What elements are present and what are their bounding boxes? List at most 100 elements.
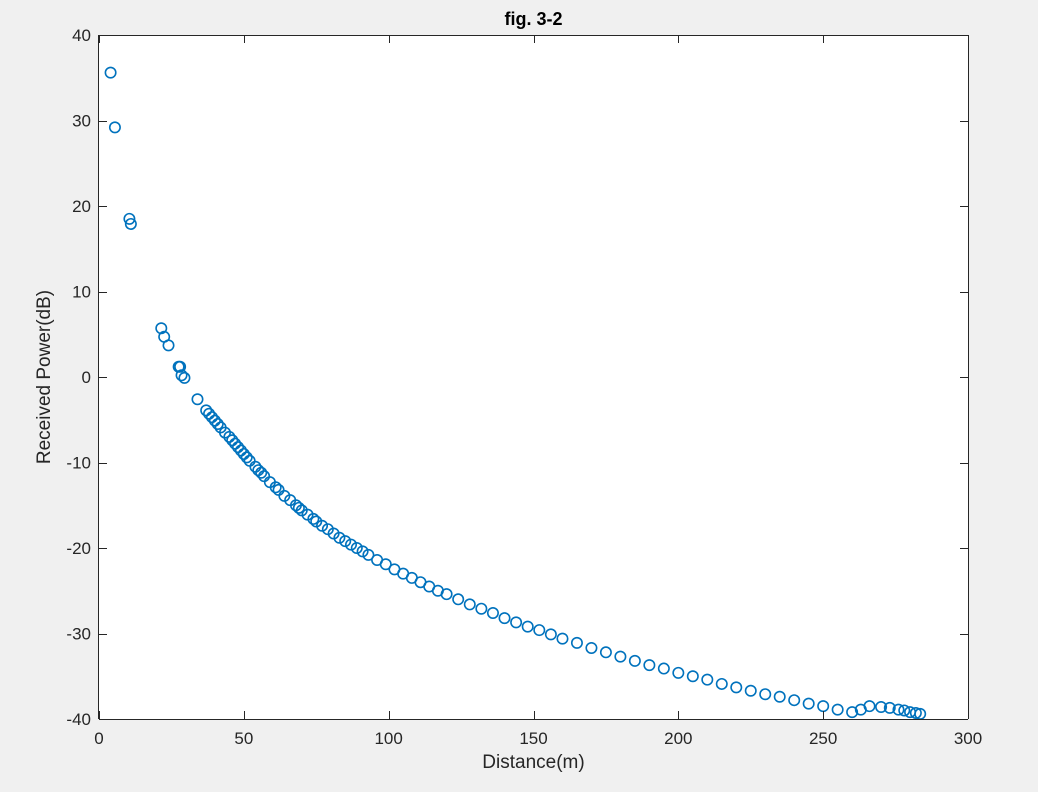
data-point xyxy=(686,670,699,683)
data-point xyxy=(345,538,358,551)
data-point xyxy=(863,700,876,713)
data-point xyxy=(356,545,369,558)
x-tick: 50 xyxy=(234,35,253,748)
data-point xyxy=(108,121,121,134)
data-point xyxy=(909,707,922,720)
data-point xyxy=(510,616,523,629)
data-point xyxy=(339,535,352,548)
data-point xyxy=(333,531,346,544)
data-point xyxy=(498,612,511,625)
x-tick-label: 250 xyxy=(809,729,837,748)
data-point xyxy=(486,606,499,619)
y-tick-label: 40 xyxy=(72,26,91,45)
data-point xyxy=(162,339,175,352)
data-point xyxy=(759,688,772,701)
data-point xyxy=(174,360,187,373)
data-series xyxy=(104,66,927,720)
data-point xyxy=(452,593,465,606)
y-tick-label: -40 xyxy=(66,710,91,729)
data-point xyxy=(657,662,670,675)
data-point xyxy=(475,602,488,615)
data-point xyxy=(463,598,476,611)
data-point xyxy=(362,548,375,561)
data-point xyxy=(614,650,627,663)
data-point xyxy=(175,369,188,382)
data-point xyxy=(730,681,743,694)
data-point xyxy=(521,620,534,633)
data-point xyxy=(316,519,329,532)
data-point xyxy=(123,212,136,225)
data-point xyxy=(533,624,546,637)
data-point xyxy=(229,437,242,450)
x-tick: 150 xyxy=(519,35,548,748)
y-tick: -30 xyxy=(66,625,968,644)
data-point xyxy=(379,558,392,571)
data-point xyxy=(440,588,453,601)
data-point xyxy=(269,481,282,494)
data-point xyxy=(892,703,905,716)
data-point xyxy=(773,690,786,703)
data-point xyxy=(898,704,911,717)
y-tick: 0 xyxy=(82,368,968,387)
data-point xyxy=(883,701,896,714)
y-tick-label: 0 xyxy=(82,368,91,387)
data-point xyxy=(234,444,247,457)
y-tick: 20 xyxy=(72,197,968,216)
x-tick-label: 50 xyxy=(234,729,253,748)
x-tick: 200 xyxy=(664,35,693,748)
y-tick-label: -10 xyxy=(66,454,91,473)
data-point xyxy=(205,411,218,424)
y-tick-label: 30 xyxy=(72,112,91,131)
data-point xyxy=(701,673,714,686)
data-point xyxy=(200,404,213,417)
data-point xyxy=(255,466,268,479)
data-points xyxy=(104,66,927,720)
x-tick: 250 xyxy=(809,35,837,748)
data-point xyxy=(831,703,844,716)
data-point xyxy=(599,646,612,659)
data-point xyxy=(208,414,221,427)
data-point xyxy=(744,684,757,697)
y-tick-label: 10 xyxy=(72,283,91,302)
data-point xyxy=(178,371,191,384)
data-point xyxy=(715,677,728,690)
data-point xyxy=(211,418,224,431)
x-axis-label: Distance(m) xyxy=(482,752,584,773)
data-point xyxy=(802,697,815,710)
y-tick-label: 20 xyxy=(72,197,91,216)
data-point xyxy=(191,393,204,406)
x-tick-label: 300 xyxy=(954,729,982,748)
data-point xyxy=(226,434,239,447)
y-tick: 30 xyxy=(72,112,968,131)
data-point xyxy=(585,642,598,655)
data-point xyxy=(556,632,569,645)
x-tick-label: 100 xyxy=(374,729,402,748)
axes-background xyxy=(99,35,968,719)
data-point xyxy=(203,407,216,420)
data-point xyxy=(544,628,557,641)
y-tick: 10 xyxy=(72,283,968,302)
data-point xyxy=(875,701,888,714)
x-tick: 100 xyxy=(374,35,403,748)
data-point xyxy=(350,541,363,554)
y-tick: -20 xyxy=(66,539,968,558)
x-tick: 0 xyxy=(94,35,104,748)
data-point xyxy=(628,654,641,667)
x-tick-label: 150 xyxy=(519,729,547,748)
data-point xyxy=(223,430,236,443)
data-point xyxy=(846,706,859,719)
y-axis-label: Received Power(dB) xyxy=(34,290,55,464)
y-tick: -10 xyxy=(66,454,968,473)
data-point xyxy=(672,666,685,679)
y-tick: 40 xyxy=(72,26,968,45)
data-point xyxy=(307,512,320,525)
data-point xyxy=(292,501,305,514)
data-point xyxy=(788,694,801,707)
data-point xyxy=(104,66,117,79)
data-point xyxy=(240,451,253,464)
y-tick-label: -20 xyxy=(66,539,91,558)
data-point xyxy=(124,217,137,230)
data-point xyxy=(232,441,245,454)
data-point xyxy=(237,447,250,460)
